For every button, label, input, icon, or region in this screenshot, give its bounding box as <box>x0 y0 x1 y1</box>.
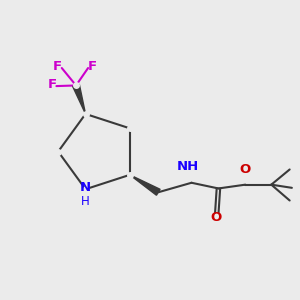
Text: F: F <box>53 60 62 73</box>
Text: O: O <box>211 212 222 224</box>
Text: H: H <box>81 195 90 208</box>
Text: NH: NH <box>177 160 199 172</box>
Text: F: F <box>47 78 56 91</box>
Text: N: N <box>80 181 91 194</box>
Text: F: F <box>88 60 97 73</box>
Text: O: O <box>240 163 251 176</box>
Polygon shape <box>130 175 160 195</box>
Polygon shape <box>73 84 85 114</box>
